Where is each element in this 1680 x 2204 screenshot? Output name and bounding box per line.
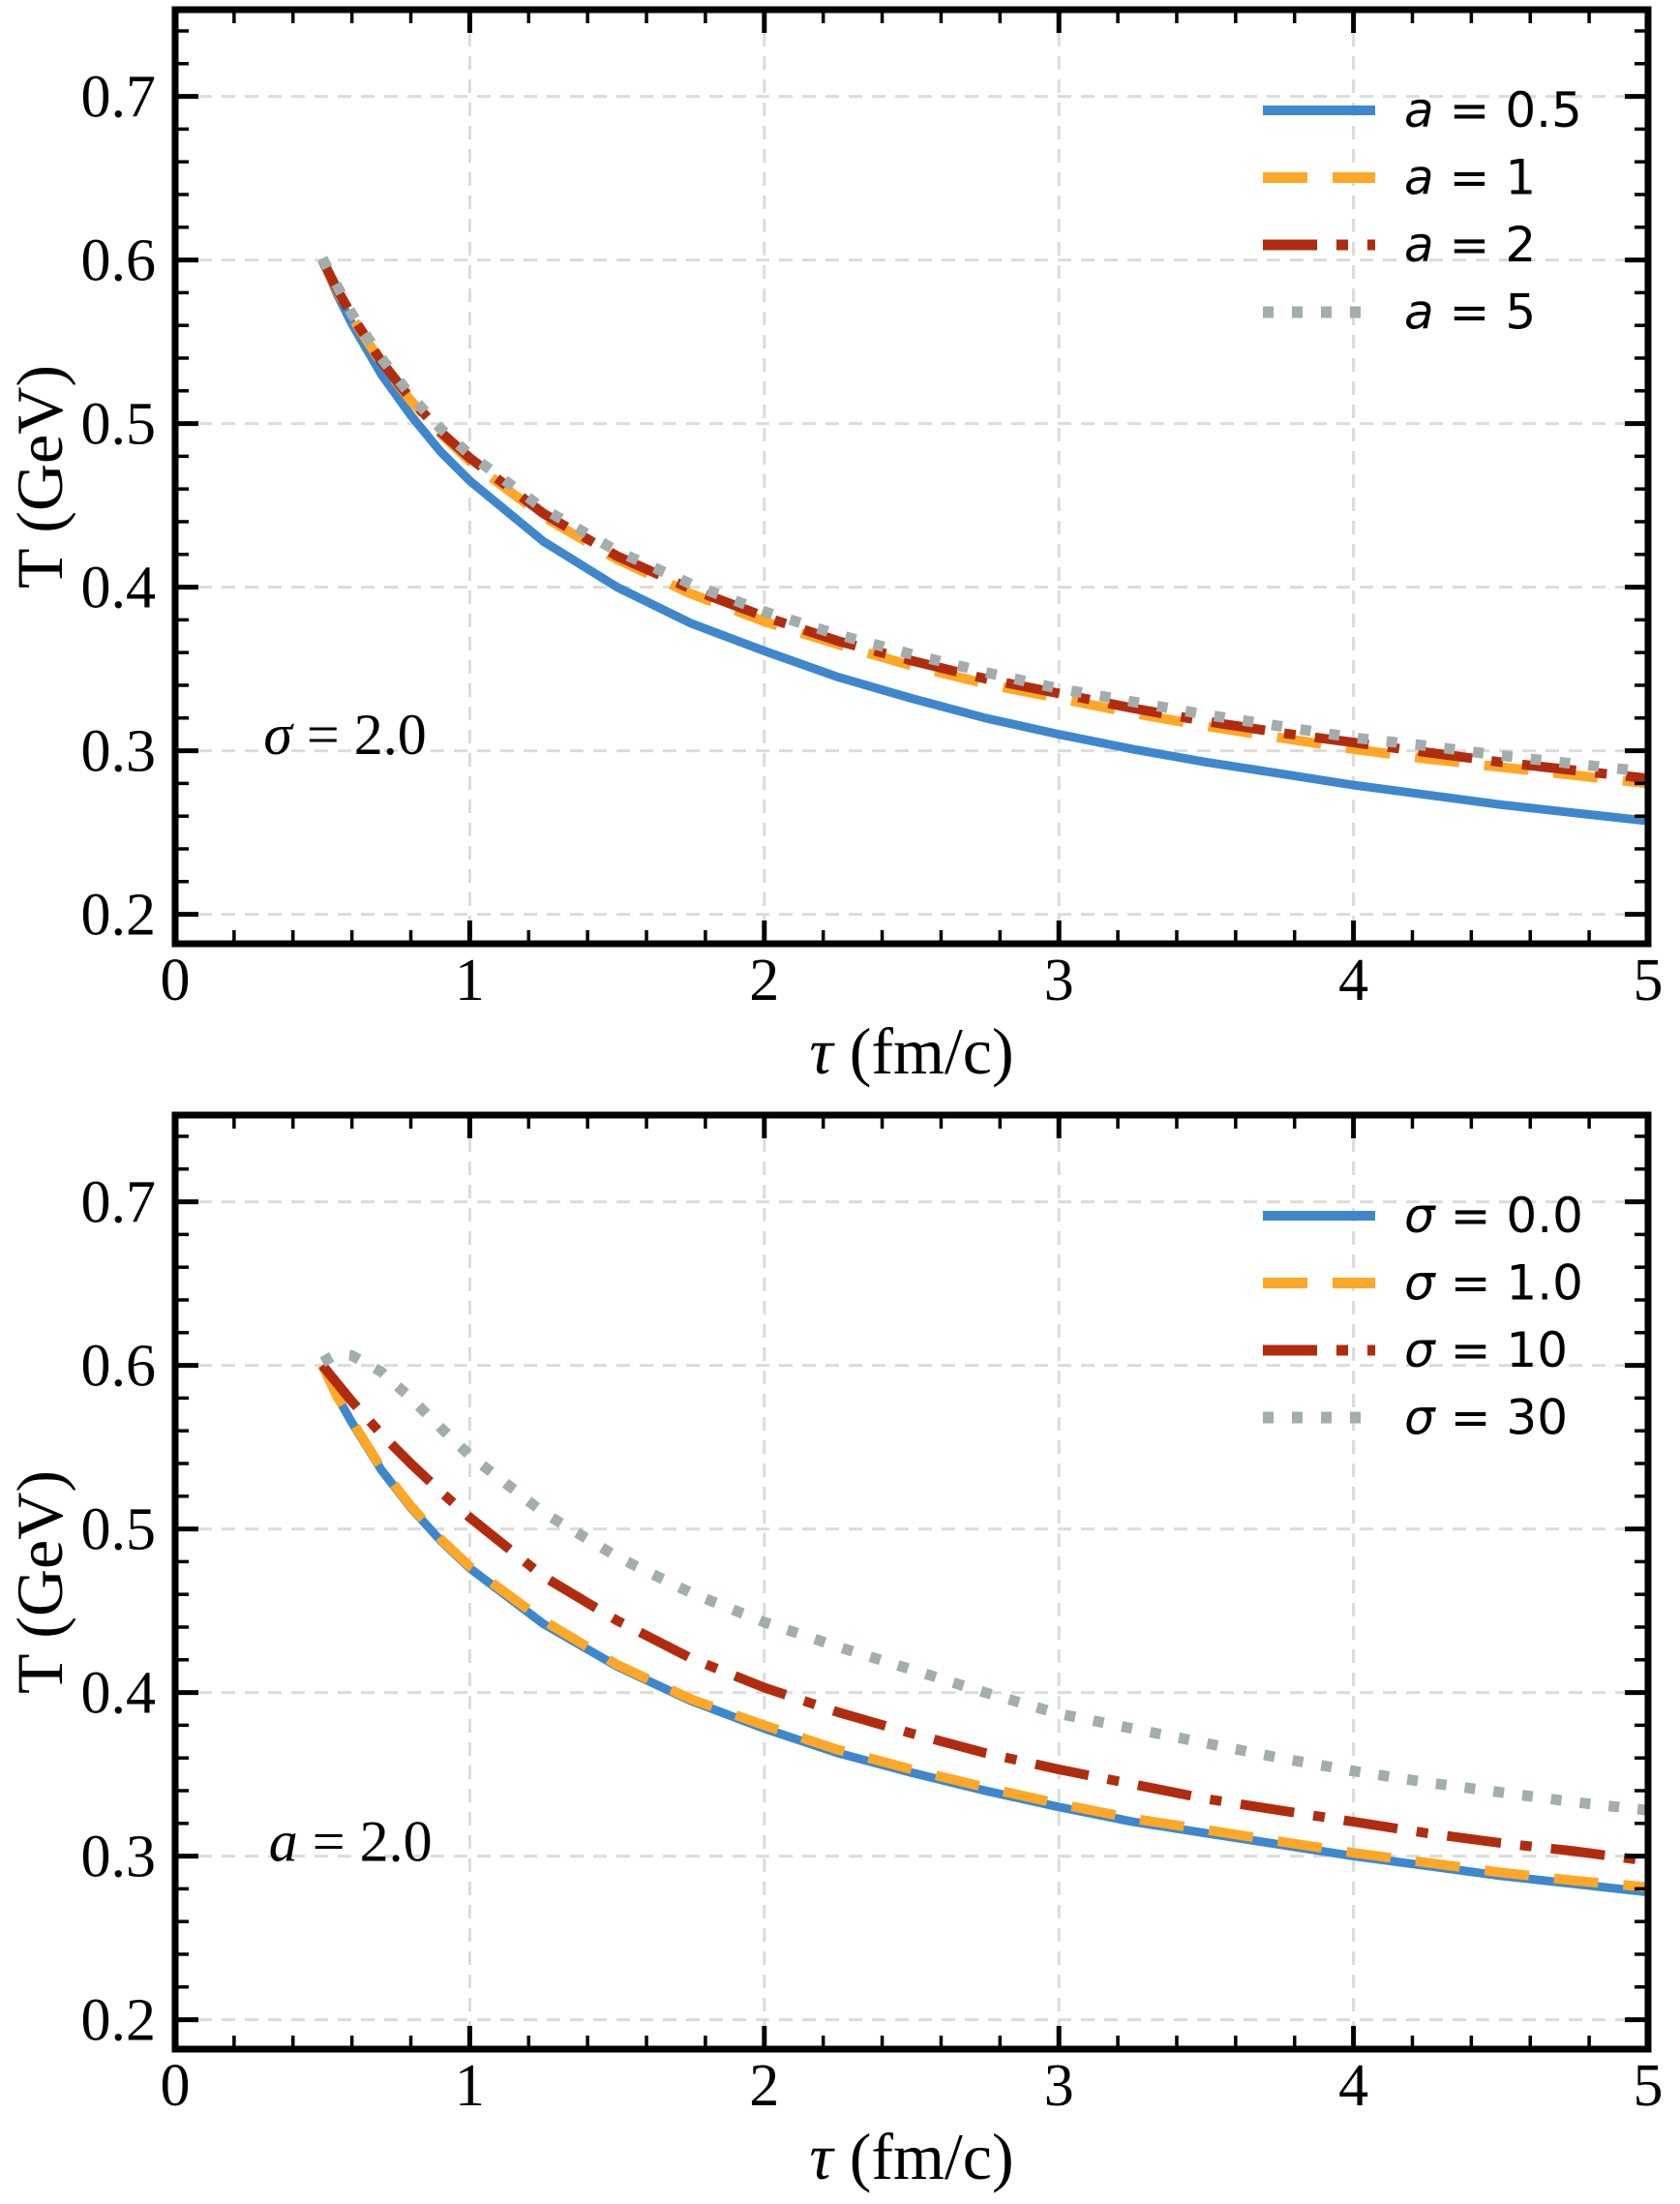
tick-labels: 0 1 2 3 4 5 0.2 0.3 0.4 0.5 0.6 0.7 xyxy=(81,1170,1664,2119)
x-tick-label: 5 xyxy=(1634,2053,1664,2119)
series-curves xyxy=(317,1348,1648,1897)
legend-label: a = 5 xyxy=(1404,285,1536,341)
legend: σ = 0.0 σ = 1.0 σ = 10 σ = 30 xyxy=(1263,1188,1583,1446)
legend-label: σ = 10 xyxy=(1404,1322,1568,1378)
y-tick-label: 0.7 xyxy=(81,65,157,131)
legend-label: σ = 30 xyxy=(1404,1390,1568,1446)
x-tick-label: 3 xyxy=(1044,948,1074,1013)
x-tick-label: 1 xyxy=(455,2053,485,2119)
x-tick-label: 2 xyxy=(749,2053,779,2119)
y-tick-label: 0.3 xyxy=(81,719,157,785)
y-axis-label: T (GeV) xyxy=(3,365,76,589)
panel-annotation: a = 2.0 xyxy=(269,1810,433,1874)
y-tick-label: 0.5 xyxy=(81,1497,157,1563)
tick-labels: 0 1 2 3 4 5 0.2 0.3 0.4 0.5 0.6 0.7 xyxy=(81,65,1664,1013)
y-tick-label: 0.4 xyxy=(81,556,157,621)
y-tick-label: 0.3 xyxy=(81,1825,157,1890)
panel-top: 0 1 2 3 4 5 0.2 0.3 0.4 0.5 0.6 0.7 τ (fm/c) T (GeV) σ… xyxy=(3,6,1664,1088)
x-tick-label: 3 xyxy=(1044,2053,1074,2119)
x-tick-label: 4 xyxy=(1338,2053,1368,2119)
y-tick-label: 0.6 xyxy=(81,1334,157,1400)
y-tick-label: 0.5 xyxy=(81,392,157,458)
x-tick-label: 4 xyxy=(1338,948,1368,1013)
x-tick-label: 1 xyxy=(455,948,485,1013)
gridlines xyxy=(175,1115,1648,2049)
legend-label: σ = 1.0 xyxy=(1404,1255,1583,1312)
x-tick-label: 0 xyxy=(161,948,191,1013)
x-axis-label: τ (fm/c) xyxy=(809,2120,1013,2193)
panel-bottom: 0 1 2 3 4 5 0.2 0.3 0.4 0.5 0.6 0.7 τ (fm/c) T (GeV) a… xyxy=(3,1111,1664,2193)
legend: a = 0.5 a = 1 a = 2 a = 5 xyxy=(1263,82,1582,341)
y-tick-label: 0.4 xyxy=(81,1661,157,1727)
y-tick-label: 0.2 xyxy=(81,1988,157,2054)
y-tick-label: 0.2 xyxy=(81,883,157,949)
x-tick-label: 2 xyxy=(749,948,779,1013)
plot-frame xyxy=(171,1111,1652,2053)
y-tick-label: 0.7 xyxy=(81,1170,157,1236)
series-curves xyxy=(317,256,1648,826)
curve-σ=1.0 xyxy=(317,1363,1648,1892)
curve-σ=10 xyxy=(318,1362,1648,1866)
plot-frame xyxy=(171,6,1652,948)
legend-label: a = 1 xyxy=(1404,150,1536,206)
y-axis-label: T (GeV) xyxy=(3,1470,76,1694)
curve-a=0.5 xyxy=(318,257,1648,826)
panel-annotation: σ = 2.0 xyxy=(263,703,426,767)
y-tick-label: 0.6 xyxy=(81,228,157,294)
legend-label: a = 2 xyxy=(1404,217,1536,273)
x-tick-label: 0 xyxy=(161,2053,191,2119)
legend-label: a = 0.5 xyxy=(1404,82,1582,138)
legend-label: σ = 0.0 xyxy=(1404,1188,1583,1244)
curve-σ=30 xyxy=(319,1348,1648,1816)
x-axis-label: τ (fm/c) xyxy=(809,1014,1013,1088)
curve-a=5 xyxy=(317,256,1648,777)
x-tick-label: 5 xyxy=(1634,948,1664,1013)
